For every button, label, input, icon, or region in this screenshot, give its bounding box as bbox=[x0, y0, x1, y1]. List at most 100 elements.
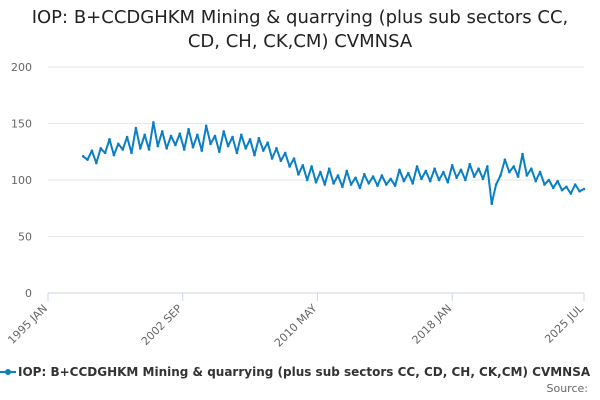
data-point bbox=[160, 130, 164, 133]
y-tick-label-200: 200 bbox=[11, 61, 32, 74]
data-point bbox=[182, 148, 186, 151]
data-point bbox=[218, 150, 221, 154]
data-point bbox=[196, 133, 199, 137]
data-point bbox=[525, 174, 529, 177]
data-point bbox=[152, 121, 155, 124]
data-point bbox=[235, 151, 239, 155]
legend-item-label: IOP: B+CCDGHKM Mining & quarrying (plus … bbox=[18, 365, 591, 379]
chart-title-line-1: IOP: B+CCDGHKM Mining & quarrying (plus … bbox=[31, 7, 569, 28]
data-point bbox=[270, 157, 274, 160]
data-point bbox=[187, 127, 190, 131]
data-point bbox=[437, 178, 441, 182]
data-point bbox=[490, 202, 494, 206]
x-tick-label: 2025 JUL bbox=[542, 301, 586, 345]
data-point bbox=[209, 142, 212, 146]
data-point bbox=[560, 188, 564, 192]
data-point bbox=[134, 126, 138, 130]
data-point bbox=[393, 184, 397, 187]
data-point bbox=[565, 185, 568, 189]
y-tick-label-0: 0 bbox=[25, 287, 32, 300]
data-point bbox=[244, 147, 248, 150]
data-point bbox=[446, 180, 450, 184]
data-point bbox=[354, 176, 357, 180]
data-point bbox=[319, 170, 322, 174]
data-point bbox=[349, 183, 353, 186]
data-point bbox=[283, 151, 287, 155]
data-point bbox=[578, 190, 581, 193]
data-point bbox=[380, 174, 384, 177]
chart-title-line-2: CD, CH, CK,CM) CVMNSA bbox=[187, 31, 413, 52]
data-point bbox=[204, 124, 208, 128]
data-point bbox=[494, 183, 498, 186]
data-point bbox=[389, 177, 392, 181]
data-point bbox=[332, 182, 335, 185]
data-point bbox=[261, 149, 265, 152]
data-point bbox=[345, 169, 349, 173]
legend[interactable]: IOP: B+CCDGHKM Mining & quarrying (plus … bbox=[0, 364, 600, 382]
data-point bbox=[428, 179, 432, 183]
data-point bbox=[538, 170, 542, 174]
data-point bbox=[336, 174, 340, 177]
data-point bbox=[191, 145, 195, 149]
data-point bbox=[156, 144, 160, 148]
x-tick-label: 2018 JAN bbox=[410, 302, 455, 347]
data-point bbox=[108, 138, 111, 141]
chart-title: IOP: B+CCDGHKM Mining & quarrying (plus … bbox=[0, 6, 600, 54]
y-tick-label-100: 100 bbox=[11, 174, 32, 187]
data-point bbox=[358, 186, 362, 190]
data-point bbox=[165, 147, 168, 150]
data-point bbox=[178, 132, 182, 135]
data-point bbox=[90, 149, 94, 152]
data-point bbox=[301, 164, 305, 167]
data-point bbox=[521, 152, 524, 156]
data-point bbox=[508, 170, 511, 174]
data-point bbox=[143, 133, 146, 137]
data-point bbox=[556, 179, 559, 183]
data-point bbox=[297, 173, 300, 176]
data-point bbox=[569, 192, 573, 195]
y-tick-label-150: 150 bbox=[11, 118, 32, 131]
data-point bbox=[516, 175, 520, 178]
x-tick-label: 2002 SEP bbox=[139, 302, 185, 348]
data-point bbox=[323, 183, 327, 186]
data-point bbox=[266, 141, 269, 145]
data-point bbox=[582, 187, 586, 191]
data-point bbox=[253, 153, 256, 157]
data-point bbox=[384, 183, 388, 186]
data-point bbox=[442, 170, 445, 174]
data-point bbox=[257, 136, 261, 140]
data-point bbox=[240, 133, 243, 137]
data-point bbox=[310, 165, 313, 168]
data-point bbox=[248, 138, 252, 141]
data-point bbox=[543, 183, 546, 186]
data-point bbox=[424, 169, 428, 173]
data-point bbox=[275, 147, 278, 150]
data-point bbox=[459, 168, 463, 172]
data-point bbox=[200, 149, 204, 152]
data-point bbox=[147, 148, 151, 151]
x-tick-label: 2010 MAY bbox=[272, 302, 320, 350]
data-point bbox=[81, 154, 85, 158]
data-point bbox=[292, 157, 296, 160]
data-point bbox=[86, 158, 89, 161]
y-tick-label-50: 50 bbox=[18, 231, 32, 244]
series-line-0 bbox=[82, 121, 585, 205]
data-point bbox=[341, 185, 344, 189]
data-point bbox=[415, 165, 419, 168]
data-point bbox=[367, 182, 371, 185]
source-label: Source: bbox=[546, 382, 589, 395]
data-point bbox=[121, 148, 124, 151]
data-point bbox=[433, 167, 436, 170]
x-tick-label: 1995 JAN bbox=[5, 302, 50, 347]
data-point bbox=[472, 175, 476, 178]
legend-line-marker-icon bbox=[0, 369, 16, 375]
data-point bbox=[477, 167, 480, 170]
data-point bbox=[450, 164, 454, 167]
data-point bbox=[499, 174, 502, 177]
data-point bbox=[534, 179, 537, 183]
data-point bbox=[573, 183, 577, 186]
data-point bbox=[503, 158, 507, 161]
data-point bbox=[103, 151, 107, 155]
data-point bbox=[486, 165, 489, 168]
